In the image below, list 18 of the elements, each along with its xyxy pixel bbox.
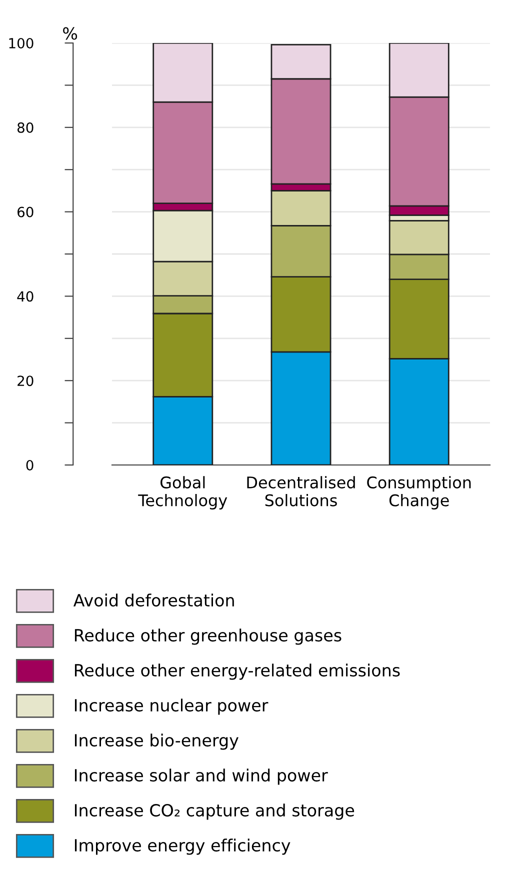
legend-label: Increase solar and wind power <box>74 768 328 785</box>
legend-label: Increase CO₂ capture and storage <box>74 804 354 820</box>
legend-label: Increase nuclear power <box>74 698 268 715</box>
y-tick-label: 80 <box>17 122 34 133</box>
y-tick-label: 0 <box>26 460 34 470</box>
legend-label: Increase bio-energy <box>74 734 238 750</box>
legend-label: Reduce other energy-related emissions <box>74 664 400 680</box>
y-tick-label: 60 <box>18 206 34 218</box>
x-tick-label: Decentralised Solutions <box>247 476 355 506</box>
y-axis-title: % <box>63 27 78 40</box>
legend-label: Reduce other greenhouse gases <box>74 628 342 645</box>
y-tick-label: 20 <box>18 376 34 386</box>
legend-label: Improve energy efficiency <box>74 838 290 855</box>
y-tick-label: 40 <box>17 291 34 302</box>
x-tick-label: Consumption Change <box>367 476 471 510</box>
legend-label: Avoid deforestation <box>73 594 234 607</box>
y-tick-label: 100 <box>9 38 34 48</box>
x-tick-label: Gobal Technology <box>138 476 228 510</box>
